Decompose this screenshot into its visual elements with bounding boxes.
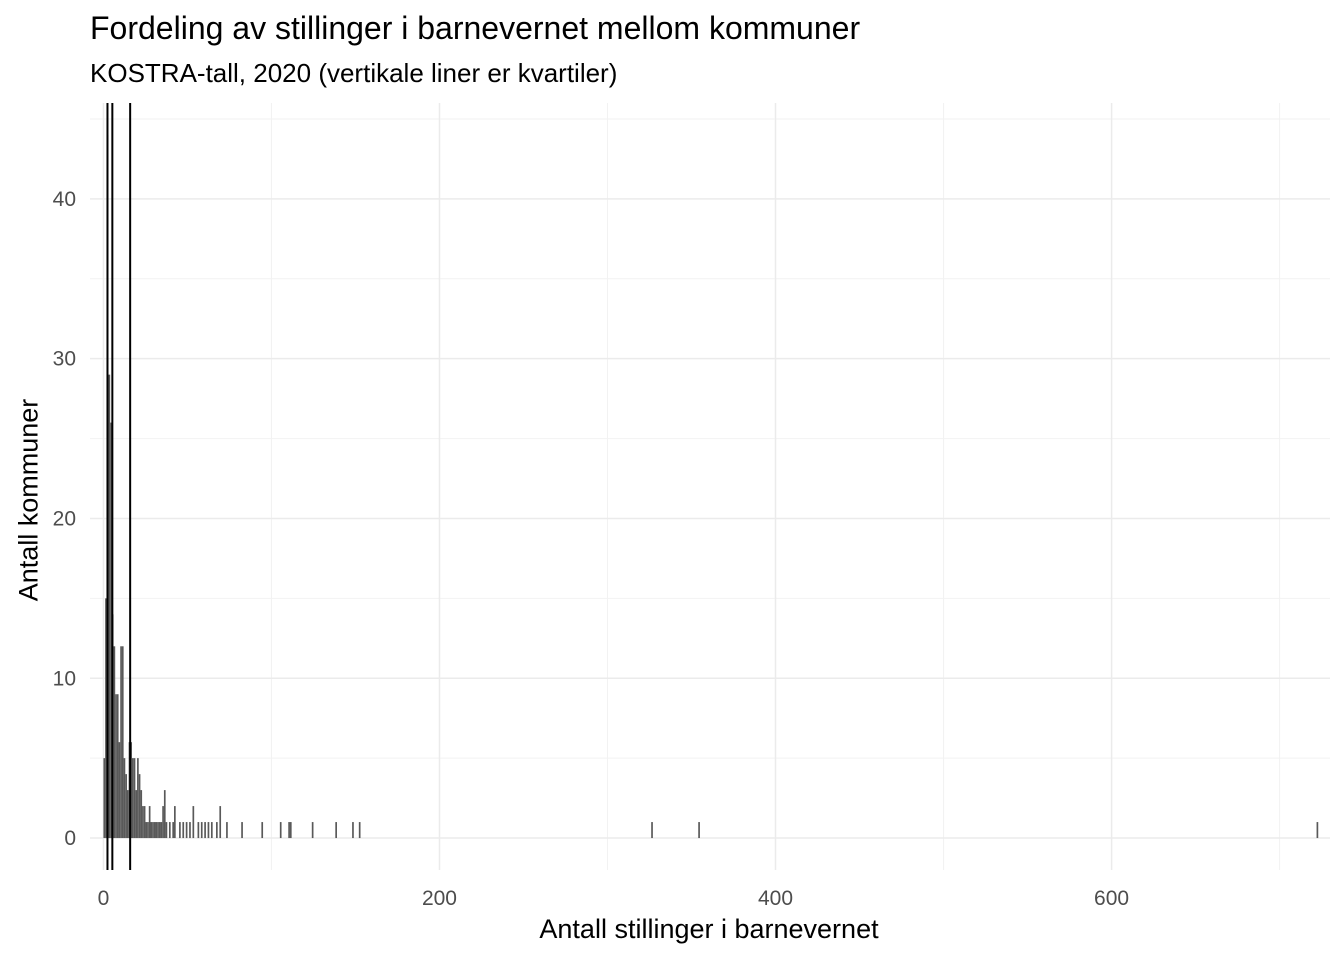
histogram-bar xyxy=(158,822,161,839)
histogram-bar xyxy=(165,822,168,839)
histogram-bar xyxy=(113,646,116,839)
histogram-bar xyxy=(160,822,163,839)
histogram-bar xyxy=(125,774,127,839)
quartile-lines xyxy=(106,103,132,870)
histogram-bar xyxy=(163,790,166,839)
histogram-bar xyxy=(103,758,106,839)
histogram-bar xyxy=(651,822,653,839)
histogram-bar xyxy=(123,758,126,839)
histogram-bar xyxy=(152,822,154,839)
y-tick-label: 20 xyxy=(53,507,76,530)
histogram-bar xyxy=(118,742,121,839)
x-tick-label: 200 xyxy=(422,887,457,910)
histogram-bar xyxy=(105,598,107,839)
histogram-bar xyxy=(130,742,133,839)
y-axis-label: Antall kommuner xyxy=(13,398,44,602)
y-tick-label: 40 xyxy=(53,188,76,211)
histogram-bar xyxy=(168,822,171,839)
histogram-bar xyxy=(219,806,222,839)
histogram-bar xyxy=(207,822,210,839)
histogram-bar xyxy=(172,822,175,839)
chart-title: Fordeling av stillinger i barnevernet me… xyxy=(90,10,861,46)
histogram-bars xyxy=(103,134,1319,839)
histogram-bar xyxy=(226,822,228,839)
histogram-bar xyxy=(189,822,191,839)
histogram-bar xyxy=(155,822,158,839)
y-axis-ticks: 0 10 20 30 40 xyxy=(53,188,76,850)
histogram-bar xyxy=(150,822,153,839)
histogram-bar xyxy=(311,822,314,839)
x-tick-label: 0 xyxy=(98,887,110,910)
x-axis-ticks: 0 200 400 600 xyxy=(98,887,1129,910)
histogram-bar xyxy=(110,422,112,839)
histogram-bar xyxy=(200,822,203,839)
x-tick-label: 400 xyxy=(758,887,793,910)
histogram-bar xyxy=(241,822,243,839)
histogram-bar xyxy=(352,822,354,839)
histogram-bar xyxy=(185,822,188,839)
histogram-bar xyxy=(279,822,282,839)
minor-gridlines xyxy=(90,103,1330,870)
histogram-bar xyxy=(1316,822,1319,839)
histogram-bar xyxy=(121,646,124,839)
histogram-bar xyxy=(116,694,119,839)
histogram-bar xyxy=(162,806,164,839)
histogram-bar xyxy=(115,694,117,839)
histogram-bar xyxy=(132,758,134,839)
histogram-bar xyxy=(137,758,139,839)
histogram-bar xyxy=(138,774,141,839)
histogram-bar xyxy=(179,822,181,839)
y-tick-label: 30 xyxy=(53,348,76,371)
histogram-bar xyxy=(216,822,218,839)
y-tick-label: 0 xyxy=(64,827,76,850)
histogram-bar xyxy=(140,790,143,839)
x-tick-label: 600 xyxy=(1094,887,1129,910)
y-tick-label: 10 xyxy=(53,667,76,690)
histogram-bar xyxy=(143,806,146,839)
histogram-bar xyxy=(133,758,136,839)
histogram-bar xyxy=(210,822,213,839)
histogram-bar xyxy=(289,822,292,839)
histogram-bar xyxy=(142,806,144,839)
x-axis-label: Antall stillinger i barnevernet xyxy=(539,914,879,944)
histogram-bar xyxy=(358,822,361,839)
chart-subtitle: KOSTRA-tall, 2020 (vertikale liner er kv… xyxy=(90,58,618,88)
histogram-bar xyxy=(145,822,148,839)
histogram-bar xyxy=(120,646,122,839)
histogram-bar xyxy=(197,822,200,839)
histogram-bar xyxy=(153,822,156,839)
histogram-bar xyxy=(261,822,264,839)
histogram-bar xyxy=(147,822,149,839)
histogram-bar xyxy=(698,822,700,839)
histogram-bar xyxy=(126,790,129,839)
major-gridlines xyxy=(90,103,1330,870)
histogram-bar xyxy=(288,822,290,839)
histogram-bar xyxy=(182,822,185,839)
histogram-bar xyxy=(335,822,337,839)
histogram-bar xyxy=(157,822,159,839)
histogram-bar xyxy=(148,806,151,839)
histogram-bar xyxy=(108,374,111,839)
histogram-bar xyxy=(135,790,138,839)
y-axis-label-container: Antall kommuner xyxy=(12,100,46,900)
histogram-bar xyxy=(174,806,176,839)
histogram-bar xyxy=(192,806,195,839)
histogram-bar xyxy=(204,822,206,839)
